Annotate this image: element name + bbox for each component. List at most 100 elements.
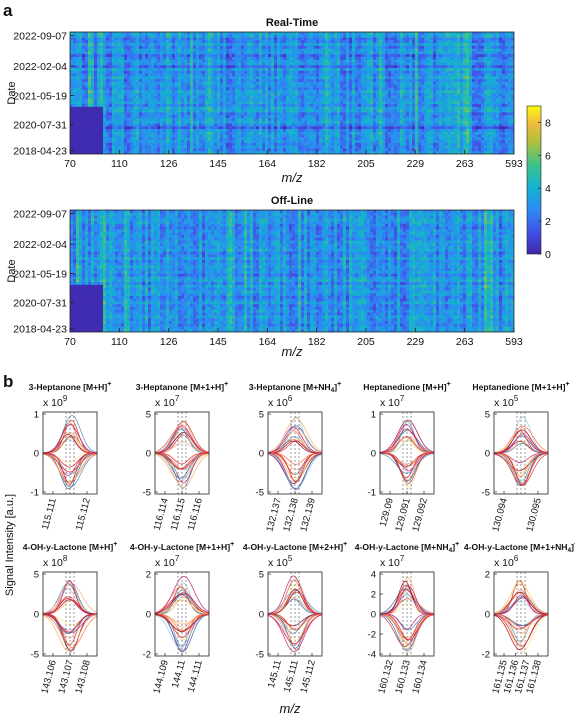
heatmap-cell [310, 68, 314, 72]
heatmap-cell [223, 123, 227, 127]
heatmap-cell [151, 65, 155, 69]
heatmap-cell [151, 129, 155, 133]
heatmap-cell [184, 131, 188, 135]
heatmap-cell [76, 137, 80, 141]
heatmap-cell [382, 68, 386, 72]
heatmap-cell [319, 56, 323, 61]
heatmap-cell [205, 90, 209, 94]
heatmap-cell [379, 54, 383, 58]
heatmap-cell [211, 101, 215, 105]
heatmap-cell [214, 134, 218, 138]
heatmap-cell [187, 73, 191, 77]
heatmap-cell [190, 117, 194, 122]
heatmap-cell [367, 73, 371, 77]
heatmap-cell [169, 120, 173, 124]
heatmap-cell [229, 81, 233, 86]
heatmap-cell [265, 73, 269, 77]
heatmap-cell [334, 93, 338, 97]
heatmap-cell [142, 115, 146, 119]
heatmap-cell [352, 48, 356, 52]
heatmap-cell [403, 129, 407, 133]
heatmap-cell [91, 93, 95, 97]
heatmap-cell [154, 104, 158, 108]
heatmap-cell [382, 131, 386, 135]
heatmap-cell [316, 112, 320, 116]
heatmap-cell [391, 37, 395, 41]
heatmap-cell [226, 104, 230, 108]
heatmap-cell [310, 98, 314, 102]
heatmap-cell [238, 45, 242, 50]
heatmap-cell [370, 34, 374, 38]
heatmap-cell [175, 123, 179, 127]
heatmap-cell [238, 70, 242, 74]
heatmap-cell [394, 151, 398, 154]
heatmap-cell [157, 109, 161, 113]
heatmap-cell [301, 37, 305, 41]
heatmap-cell [133, 137, 137, 141]
heatmap-cell [382, 65, 386, 69]
heatmap-cell [181, 115, 185, 119]
heatmap-cell [163, 148, 167, 152]
heatmap-cell [391, 32, 395, 36]
heatmap-cell [274, 84, 278, 88]
heatmap-cell [337, 142, 341, 147]
heatmap-cell [316, 95, 320, 99]
heatmap-cell [334, 68, 338, 72]
heatmap-cell [160, 95, 164, 99]
heatmap-cell [403, 56, 407, 61]
heatmap-cell [289, 48, 293, 52]
heatmap-cell [361, 126, 365, 130]
heatmap-cell [280, 68, 284, 72]
heatmap-cell [286, 84, 290, 88]
heatmap-cell [79, 142, 83, 147]
heatmap-cell [265, 84, 269, 88]
heatmap-cell [82, 142, 86, 147]
heatmap-cell [403, 115, 407, 119]
heatmap-cell [238, 129, 242, 133]
heatmap-cell [151, 151, 155, 154]
heatmap-cell [403, 68, 407, 72]
heatmap-cell [196, 101, 200, 105]
heatmap-cell [112, 148, 116, 152]
heatmap-cell [166, 32, 170, 36]
heatmap-cell [388, 151, 392, 154]
heatmap-cell [349, 137, 353, 141]
heatmap-cell [175, 37, 179, 41]
heatmap-cell [181, 37, 185, 41]
heatmap-cell [190, 137, 194, 141]
heatmap-cell [187, 81, 191, 86]
heatmap-cell [268, 112, 272, 116]
heatmap-cell [334, 115, 338, 119]
heatmap-cell [304, 59, 308, 63]
heatmap-cell [175, 145, 179, 149]
heatmap-cell [193, 79, 197, 83]
heatmap-cell [376, 101, 380, 105]
heatmap-cell [118, 134, 122, 138]
heatmap-cell [358, 79, 362, 83]
heatmap-cell [316, 54, 320, 58]
heatmap-cell [142, 98, 146, 102]
heatmap-cell [136, 81, 140, 86]
heatmap-cell [253, 51, 257, 55]
heatmap-cell [169, 73, 173, 77]
heatmap-cell [379, 79, 383, 83]
heatmap-cell [202, 45, 206, 50]
heatmap-cell [112, 151, 116, 154]
heatmap-cell [166, 101, 170, 105]
heatmap-cell [349, 106, 353, 111]
heatmap-cell [259, 115, 263, 119]
heatmap-cell [295, 129, 299, 133]
heatmap-cell [325, 129, 329, 133]
heatmap-cell [400, 104, 404, 108]
heatmap-cell [379, 40, 383, 44]
heatmap-cell [289, 134, 293, 138]
heatmap-cell [289, 115, 293, 119]
heatmap-cell [322, 54, 326, 58]
heatmap-cell [307, 79, 311, 83]
heatmap-cell [265, 98, 269, 102]
heatmap-cell [337, 117, 341, 122]
heatmap-cell [388, 90, 392, 94]
heatmap-cell [298, 151, 302, 154]
heatmap-cell [370, 51, 374, 55]
heatmap-cell [232, 129, 236, 133]
